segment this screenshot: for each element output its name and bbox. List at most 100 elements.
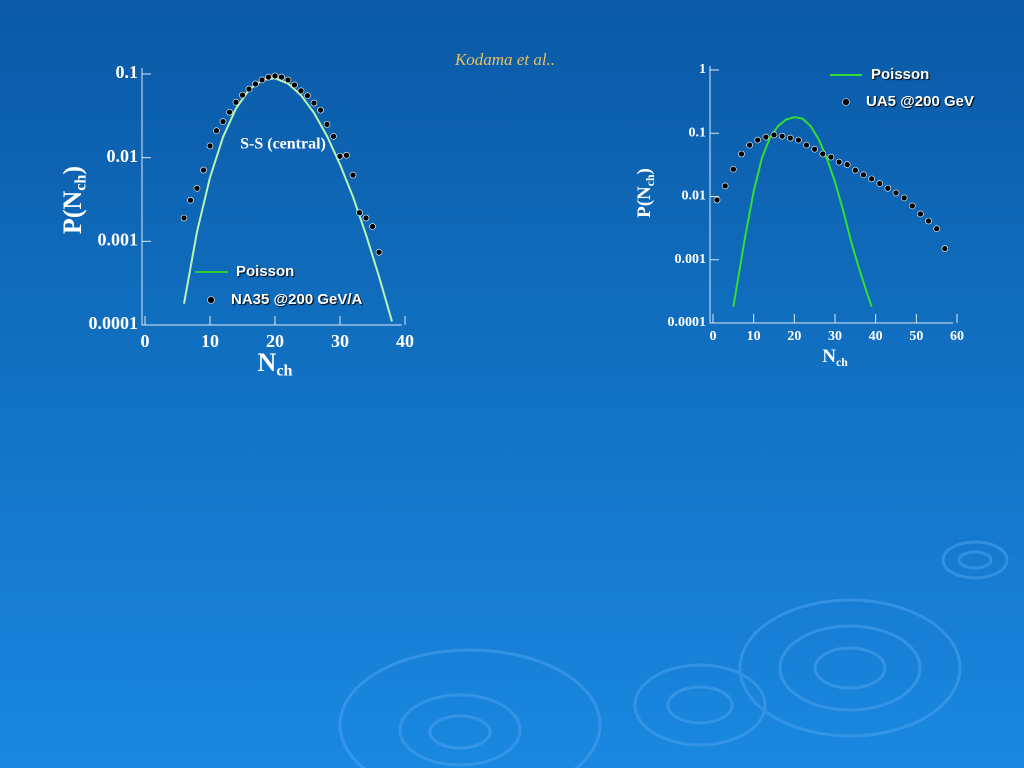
y-axis-label-part: P(N xyxy=(58,191,87,235)
x-tick-label: 40 xyxy=(396,331,414,351)
data-point xyxy=(746,141,753,149)
y-tick-label: 0.01 xyxy=(682,189,707,204)
x-tick-label: 0 xyxy=(141,331,150,351)
data-point xyxy=(819,150,827,158)
data-point xyxy=(925,217,932,225)
poisson-curve xyxy=(732,116,873,308)
data-point xyxy=(291,81,298,89)
data-point xyxy=(297,87,305,95)
y-tick-label: 0.0001 xyxy=(668,315,707,330)
data-point xyxy=(362,214,370,222)
x-axis-label-part: ch xyxy=(836,355,848,368)
data-point xyxy=(343,151,350,159)
x-tick-label: 60 xyxy=(950,329,964,344)
data-point xyxy=(721,182,729,190)
data-point xyxy=(933,225,940,232)
legend-marker xyxy=(842,98,850,106)
legend-label: Poisson xyxy=(871,66,929,83)
data-point xyxy=(330,133,337,140)
data-point xyxy=(892,189,900,197)
data-point xyxy=(786,134,794,142)
data-point xyxy=(265,73,272,81)
data-point xyxy=(317,106,324,114)
data-point xyxy=(200,166,207,174)
x-axis-label: Nch xyxy=(822,346,848,368)
x-tick-label: 10 xyxy=(201,331,219,351)
y-tick-label: 0.1 xyxy=(689,125,707,140)
data-point xyxy=(304,92,311,100)
y-tick-label: 0.001 xyxy=(675,252,707,267)
ripples xyxy=(338,540,1009,768)
data-point xyxy=(754,136,762,144)
data-point xyxy=(323,121,331,128)
data-point xyxy=(187,196,194,204)
data-point xyxy=(239,91,246,99)
y-tick-label: 0.0001 xyxy=(89,313,139,333)
data-point xyxy=(908,202,916,210)
y-tick-label: 0.001 xyxy=(98,229,139,249)
data-point xyxy=(310,99,318,107)
x-tick-label: 0 xyxy=(710,329,717,344)
data-point xyxy=(258,76,266,84)
data-point xyxy=(738,150,745,158)
data-point xyxy=(219,118,227,125)
data-point xyxy=(375,248,383,256)
data-point xyxy=(827,153,835,161)
poisson-curve xyxy=(183,77,393,322)
y-axis-label-part: P(N xyxy=(634,186,655,218)
data-point xyxy=(884,184,892,192)
data-point xyxy=(868,175,875,183)
data-point xyxy=(252,80,259,88)
data-point xyxy=(356,209,363,216)
x-tick-label: 20 xyxy=(266,331,284,351)
x-axis-label-part: N xyxy=(258,348,277,377)
x-tick-label: 10 xyxy=(747,329,761,344)
data-point xyxy=(226,108,233,116)
data-point xyxy=(349,171,357,179)
x-tick-label: 50 xyxy=(909,329,923,344)
y-axis-label-part: ch xyxy=(643,174,656,186)
annotation: S-S (central) xyxy=(240,136,326,153)
data-point xyxy=(271,72,279,80)
data-point xyxy=(180,214,188,222)
y-axis-label: P(Nch) xyxy=(58,166,89,234)
y-axis-label-part: ) xyxy=(634,168,655,174)
y-tick-label: 0.1 xyxy=(116,62,139,82)
legend-label: NA35 @200 GeV/A xyxy=(231,291,363,308)
data-point xyxy=(860,171,867,179)
caption: Kodama et al.. xyxy=(454,50,555,69)
data-point xyxy=(245,85,253,93)
data-point xyxy=(811,145,818,153)
x-axis-label: Nch xyxy=(258,348,293,379)
data-point xyxy=(232,98,240,106)
x-tick-label: 40 xyxy=(869,329,883,344)
data-point xyxy=(193,185,201,192)
y-axis-label: P(Nch) xyxy=(634,168,656,218)
data-point xyxy=(803,141,810,149)
data-point xyxy=(762,133,770,141)
legend-label: UA5 @200 GeV xyxy=(866,93,974,110)
data-point xyxy=(900,194,908,202)
y-tick-label: 1 xyxy=(699,62,706,77)
data-point xyxy=(369,223,376,230)
data-point xyxy=(843,161,851,168)
data-point xyxy=(713,196,721,204)
data-point xyxy=(730,165,737,173)
x-tick-label: 30 xyxy=(828,329,842,344)
data-point xyxy=(278,73,285,81)
data-point xyxy=(778,132,786,140)
data-point xyxy=(336,152,344,160)
x-tick-label: 30 xyxy=(331,331,349,351)
y-tick-label: 0.01 xyxy=(107,146,139,166)
x-tick-label: 20 xyxy=(787,329,801,344)
data-point xyxy=(206,142,214,150)
legend-label: Poisson xyxy=(236,263,294,280)
data-point xyxy=(917,210,924,218)
data-point xyxy=(795,136,802,144)
x-axis-label-part: N xyxy=(822,346,836,367)
data-point xyxy=(941,245,949,252)
data-point xyxy=(213,127,220,135)
